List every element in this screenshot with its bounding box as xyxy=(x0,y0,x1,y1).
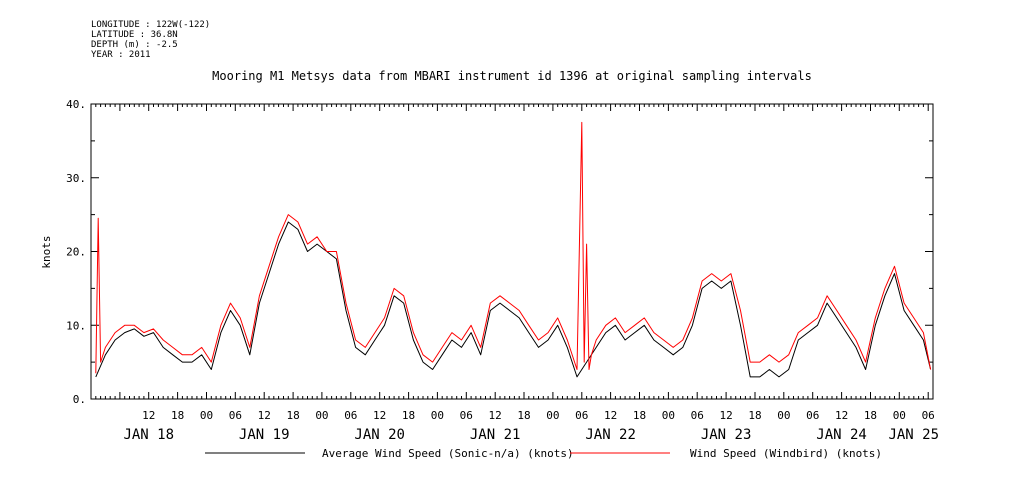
series-windbird-wind-speed xyxy=(95,121,932,374)
x-tick-label: 06 xyxy=(460,409,473,422)
y-tick-label: 40. xyxy=(66,98,86,111)
x-tick-label: 00 xyxy=(662,409,675,422)
x-tick-label: 00 xyxy=(431,409,444,422)
metadata-latitude: LATITUDE : 36.8N xyxy=(91,30,178,40)
x-tick-label: 06 xyxy=(922,409,935,422)
x-day-label: JAN 24 xyxy=(816,427,867,443)
legend: Average Wind Speed (Sonic-n/a) (knots) W… xyxy=(205,447,882,460)
x-tick-label: 18 xyxy=(286,409,299,422)
x-day-label: JAN 18 xyxy=(123,427,174,443)
y-axis-label: knots xyxy=(40,235,53,268)
metadata-year: YEAR : 2011 xyxy=(91,50,151,60)
x-day-label: JAN 23 xyxy=(701,427,752,443)
axis-ticks xyxy=(90,103,934,400)
x-tick-label: 06 xyxy=(229,409,242,422)
y-tick-label: 10. xyxy=(66,319,86,332)
x-day-label: JAN 21 xyxy=(470,427,521,443)
x-tick-label: 18 xyxy=(633,409,646,422)
tick-marks xyxy=(90,103,934,400)
x-tick-label: 18 xyxy=(402,409,415,422)
x-day-label: JAN 20 xyxy=(354,427,405,443)
x-tick-label: 18 xyxy=(864,409,877,422)
x-tick-label: 12 xyxy=(835,409,848,422)
x-tick-label: 06 xyxy=(691,409,704,422)
series-average-wind-speed xyxy=(95,221,932,378)
chart-title: Mooring M1 Metsys data from MBARI instru… xyxy=(212,69,812,83)
x-day-label: JAN 25 xyxy=(888,427,939,443)
metadata-depth: DEPTH (m) : -2.5 xyxy=(91,40,178,50)
x-tick-label: 00 xyxy=(315,409,328,422)
x-axis-hour-labels: 12 18 00 06 12 18 00 06 12 18 00 06 12 18 00 06 12 18 00 06… xyxy=(142,409,935,422)
x-axis-day-labels: JAN 18 JAN 19 JAN 20 JAN 21 JAN 22 JAN 23 JAN … xyxy=(123,427,939,443)
x-tick-label: 00 xyxy=(546,409,559,422)
y-tick-label: 20. xyxy=(66,246,86,259)
x-tick-label: 12 xyxy=(258,409,271,422)
y-tick-label: 0. xyxy=(73,393,86,406)
x-tick-label: 06 xyxy=(806,409,819,422)
x-tick-label: 12 xyxy=(489,409,502,422)
x-tick-label: 18 xyxy=(171,409,184,422)
x-tick-label: 00 xyxy=(200,409,213,422)
metadata-longitude: LONGITUDE : 122W(-122) xyxy=(91,20,211,30)
legend-label-average-wind: Average Wind Speed (Sonic-n/a) (knots) xyxy=(322,447,574,460)
y-tick-label: 30. xyxy=(66,172,86,185)
x-tick-label: 00 xyxy=(777,409,790,422)
x-tick-label: 18 xyxy=(748,409,761,422)
x-tick-label: 12 xyxy=(373,409,386,422)
series-lines xyxy=(95,121,932,378)
x-tick-label: 12 xyxy=(604,409,617,422)
x-tick-label: 12 xyxy=(142,409,155,422)
x-day-label: JAN 19 xyxy=(239,427,290,443)
legend-label-windbird: Wind Speed (Windbird) (knots) xyxy=(690,447,882,460)
x-tick-label: 18 xyxy=(517,409,530,422)
x-day-label: JAN 22 xyxy=(585,427,636,443)
x-tick-label: 12 xyxy=(719,409,732,422)
x-tick-label: 06 xyxy=(344,409,357,422)
plot-frame xyxy=(90,103,934,400)
y-axis-tick-labels: 0. 10. 20. 30. 40. xyxy=(66,98,86,406)
x-tick-label: 06 xyxy=(575,409,588,422)
x-tick-label: 00 xyxy=(893,409,906,422)
